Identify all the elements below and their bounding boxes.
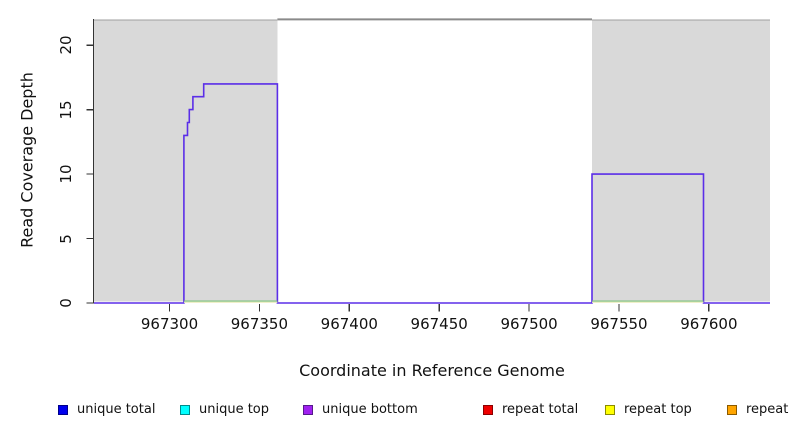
- legend-swatch-unique-total: [58, 404, 68, 415]
- legend-item: unique bottom: [303, 402, 418, 417]
- x-tick-label: 967400: [320, 315, 378, 333]
- legend-label: unique top: [199, 402, 270, 417]
- legend-item: unique total: [58, 402, 155, 417]
- legend-swatch-repeat-total: [483, 404, 493, 415]
- x-tick-label: 967350: [230, 315, 289, 333]
- legend-label: unique total: [77, 402, 156, 417]
- x-tick-label: 967450: [410, 315, 468, 333]
- legend-item: unique top: [180, 402, 269, 417]
- x-tick-label: 967500: [500, 315, 558, 333]
- legend-item: repeat total: [483, 402, 578, 417]
- y-tick-label: 0: [57, 298, 75, 308]
- legend-swatch-unique-top: [180, 404, 190, 415]
- x-tick-label: 967600: [680, 315, 738, 333]
- legend-label: repeat bottom: [746, 402, 792, 417]
- legend-swatch-repeat-bottom: [727, 404, 737, 415]
- y-tick-label: 20: [57, 35, 75, 55]
- shaded-region: [592, 19, 770, 302]
- x-axis-label: Coordinate in Reference Genome: [299, 361, 565, 380]
- legend-label: unique bottom: [322, 402, 418, 417]
- series-unique-bottom: [94, 83, 770, 304]
- legend-label: repeat total: [502, 402, 579, 417]
- legend-item: repeat bottom: [727, 402, 792, 417]
- y-axis-label: Read Coverage Depth: [17, 72, 37, 248]
- legend-label: repeat top: [624, 402, 692, 417]
- y-tick-label: 5: [57, 233, 75, 244]
- legend-item: repeat top: [605, 402, 692, 417]
- legend-swatch-unique-bottom: [303, 404, 313, 415]
- legend-swatch-repeat-top: [605, 404, 615, 415]
- shaded-region: [94, 19, 278, 302]
- x-tick-label: 967300: [140, 315, 199, 333]
- y-tick-label: 15: [57, 100, 75, 120]
- x-tick-label: 967550: [590, 315, 648, 333]
- y-tick-label: 10: [57, 164, 75, 184]
